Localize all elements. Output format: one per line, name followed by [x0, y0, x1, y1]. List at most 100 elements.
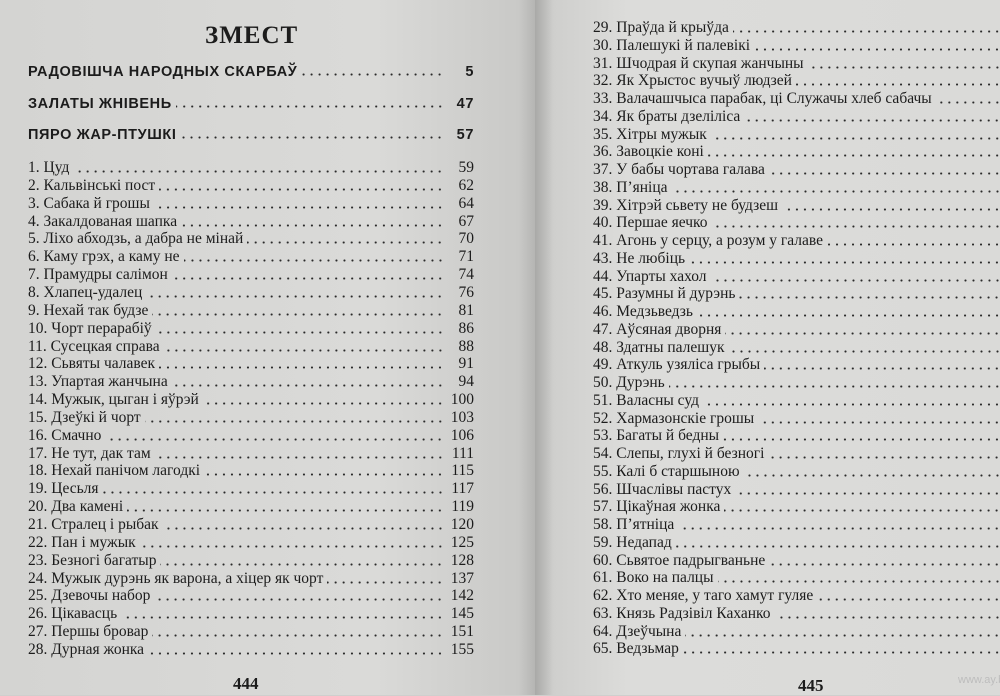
toc-entry: 27. Першы бровар 151 — [28, 623, 474, 641]
dot-leader — [723, 438, 1000, 441]
entry-title: 17. Не тут, дак там — [28, 445, 151, 463]
entry-title: 51. Валасны суд — [593, 392, 699, 410]
entry-title: 61. Воко на палцы — [593, 569, 714, 587]
entry-title: 5. Ліхо абходзь, а дабра не мінай — [28, 230, 243, 248]
entry-title: 29. Праўда й крыўда — [593, 19, 729, 37]
dot-leader — [247, 241, 444, 244]
toc-entry: 56. Шчаслівы пастух — [593, 481, 1000, 499]
entry-title: 11. Сусецкая справа — [28, 338, 160, 356]
toc-entry: 37. У бабы чортава галава — [593, 161, 1000, 179]
entry-title: 56. Шчаслівы пастух — [593, 481, 731, 499]
dot-leader — [708, 154, 1000, 157]
entry-page-number: 57 — [448, 127, 474, 143]
dot-leader — [152, 313, 444, 316]
dot-leader — [764, 367, 1000, 370]
toc-entry: 30. Палешукі й палевікі — [593, 37, 1000, 55]
toc-entry: 34. Як браты дзеліліса — [593, 108, 1000, 126]
entry-title: 44. Упарты хахол — [593, 268, 707, 286]
toc-entry: 63. Князь Радзівіл Каханко — [593, 605, 1000, 623]
entry-page-number: 119 — [448, 498, 474, 516]
toc-entry: 4. Закалдованая шапка 67 — [28, 213, 474, 231]
entry-title: 12. Сьвяты чалавек — [28, 355, 155, 373]
entry-title: 38. П’яніца — [593, 179, 668, 197]
dot-leader — [744, 474, 1000, 477]
toc-entry: 51. Валасны суд — [593, 392, 1000, 410]
dot-leader — [758, 421, 1000, 424]
toc-entry: 59. Недапад — [593, 534, 1000, 552]
entry-title: 25. Дзевочы набор — [28, 587, 150, 605]
entry-page-number: 103 — [448, 409, 474, 427]
toc-entry: 53. Багаты й бедны — [593, 427, 1000, 445]
toc-entry: 14. Мужык, цыган і яўрэй 100 — [28, 391, 474, 409]
entry-title: 57. Цікаўная жонка — [593, 498, 720, 516]
dot-leader — [676, 545, 1000, 548]
entry-page-number: 86 — [448, 320, 474, 338]
toc-entry: 64. Дзеўчына — [593, 623, 1000, 641]
entry-title: ПЯРО ЖАР-ПТУШКІ — [28, 127, 176, 143]
dot-leader — [155, 456, 444, 459]
page-number-right: 445 — [798, 676, 824, 696]
entry-page-number: 151 — [448, 623, 474, 641]
entry-title: 58. П’ятніца — [593, 516, 674, 534]
toc-entry: 50. Дурэнь — [593, 374, 1000, 392]
entry-title: 19. Цесьля — [28, 480, 99, 498]
toc-entry: 5. Ліхо абходзь, а дабра не мінай 70 — [28, 230, 474, 248]
entry-title: 34. Як браты дзеліліса — [593, 108, 740, 126]
toc-entry: 61. Воко на палцы — [593, 569, 1000, 587]
entry-page-number: 120 — [448, 516, 474, 534]
entry-title: 18. Нехай панічом лагодкі — [28, 462, 200, 480]
entry-title: 60. Сьвятое падрыгваньне — [593, 552, 765, 570]
entry-title: 8. Хлапец-удалец — [28, 284, 142, 302]
entry-title: 14. Мужык, цыган і яўрэй — [28, 391, 199, 409]
toc-entry: 36. Завоцкіе коні — [593, 143, 1000, 161]
entry-page-number: 128 — [448, 552, 474, 570]
entry-title: 30. Палешукі й палевікі — [593, 37, 750, 55]
entry-page-number: 125 — [448, 534, 474, 552]
dot-leader — [775, 616, 1000, 619]
entry-title: 48. Здатны палешук — [593, 339, 725, 357]
entry-page-number: 142 — [448, 587, 474, 605]
entry-page-number: 100 — [448, 391, 474, 409]
toc-entry: 39. Хітрэй сьвету не будзеш — [593, 197, 1000, 215]
dot-leader — [669, 385, 1000, 388]
entry-page-number: 67 — [448, 213, 474, 231]
entry-title: 4. Закалдованая шапка — [28, 213, 177, 231]
entry-page-number: 81 — [448, 302, 474, 320]
dot-leader — [127, 509, 444, 512]
entry-page-number: 70 — [448, 230, 474, 248]
entry-title: 40. Першае яечко — [593, 214, 708, 232]
section-heading: ПЯРО ЖАР-ПТУШКІ 57 — [28, 127, 474, 143]
entry-title: 27. Першы бровар — [28, 623, 148, 641]
entry-title: 47. Аўсяная дворня — [593, 321, 721, 339]
dot-leader — [754, 48, 1000, 51]
toc-entry: 52. Хармазонскіе грошы — [593, 410, 1000, 428]
dot-leader — [156, 331, 444, 334]
toc-entry: 55. Калі б старшыною — [593, 463, 1000, 481]
entry-page-number: 137 — [448, 570, 474, 588]
entry-title: 65. Ведзьмар — [593, 640, 679, 658]
dot-leader — [140, 545, 444, 548]
toc-entry: 62. Хто меняе, у таго хамут гуляе — [593, 587, 1000, 605]
entry-title: 39. Хітрэй сьвету не будзеш — [593, 197, 778, 215]
watermark: www.ay.by — [958, 674, 1000, 686]
entry-title: 43. Не любіць — [593, 250, 685, 268]
entry-title: 55. Калі б старшыною — [593, 463, 740, 481]
entry-title: 41. Агонь у серцу, а розум у галаве — [593, 232, 823, 250]
toc-entry: 35. Хітры мужык — [593, 126, 1000, 144]
entry-page-number: 62 — [448, 177, 474, 195]
entry-title: 59. Недапад — [593, 534, 672, 552]
entry-page-number: 111 — [448, 445, 474, 463]
entry-title: 13. Упартая жанчына — [28, 373, 168, 391]
dot-leader — [203, 402, 444, 405]
toc-entry: 49. Аткуль узяліса грыбы — [593, 356, 1000, 374]
entry-title: 1. Цуд — [28, 159, 69, 177]
contents-title: ЗМЕСТ — [205, 22, 298, 50]
dot-leader — [160, 563, 444, 566]
